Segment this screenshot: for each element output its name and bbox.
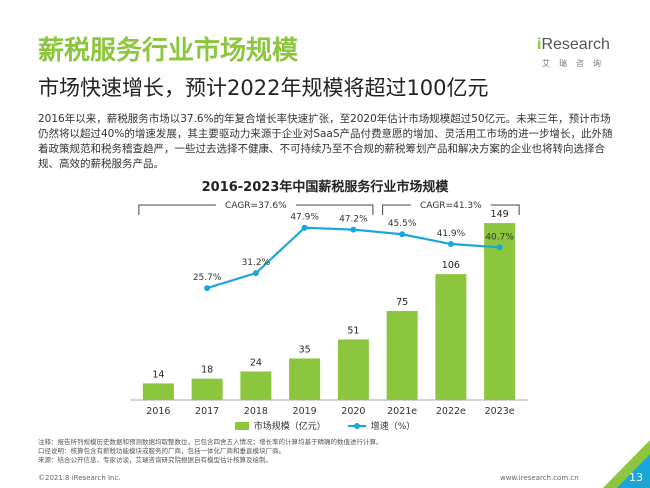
bar-2018 <box>240 371 272 400</box>
chart-title: 2016-2023年中国薪税服务行业市场规模 <box>201 180 449 195</box>
note-line: 口径说明：核算包含有薪税功能模块或服务的厂商，包括一体化厂商和垂直模块厂商。 <box>38 447 285 455</box>
x-tick-label: 2016 <box>146 406 170 417</box>
bar-value-label: 75 <box>396 297 408 308</box>
legend-bar-label: 市场规模（亿元） <box>253 422 326 432</box>
growth-point-2021e <box>399 231 406 238</box>
bar-2023e <box>484 223 516 400</box>
bar-value-label: 51 <box>347 325 359 336</box>
x-tick-label: 2021e <box>387 406 417 417</box>
growth-label: 25.7% <box>193 273 222 283</box>
growth-label: 40.7% <box>485 232 514 242</box>
bar-2021e <box>386 310 418 400</box>
growth-point-2023e <box>496 244 503 251</box>
note-line: 来源：结合公开信息、专家访谈，艾瑞咨询研究院根据自有模型估计核算及绘制。 <box>38 456 272 464</box>
bar-2017 <box>191 378 223 400</box>
x-tick-label: 2023e <box>485 406 515 417</box>
growth-label: 47.2% <box>339 215 368 225</box>
page-subtitle: 市场快速增长，预计2022年规模将超过100亿元 <box>38 76 489 100</box>
bar-2022e <box>435 274 467 400</box>
x-tick-label: 2019 <box>293 406 317 417</box>
growth-point-2017 <box>204 285 211 292</box>
legend-line-swatch <box>347 422 366 429</box>
growth-label: 47.9% <box>290 213 319 223</box>
bar-2016 <box>142 383 174 400</box>
bar-2019 <box>289 358 321 400</box>
cagr-bracket-left <box>382 204 411 215</box>
bar-value-label: 18 <box>201 365 213 376</box>
growth-label: 45.5% <box>388 219 417 229</box>
cagr-bracket-right <box>490 204 520 215</box>
legend-bar-item: 市场规模（亿元） <box>234 419 326 432</box>
logo-cn: 艾瑞咨询 <box>542 59 610 68</box>
bar-2020 <box>337 339 369 400</box>
corner-triangle-blue <box>617 454 650 488</box>
bar-value-label: 149 <box>491 209 509 220</box>
legend-line-item: 增速（%） <box>347 419 416 432</box>
growth-label: 41.9% <box>437 229 466 239</box>
x-tick-label: 2020 <box>341 406 365 417</box>
cagr-label: CAGR=37.6% <box>225 201 287 211</box>
x-tick-label: 2022e <box>436 406 466 417</box>
logo-name: Research <box>541 36 610 53</box>
legend-bar-swatch <box>234 421 249 430</box>
cagr-bracket-right <box>295 204 374 215</box>
growth-point-2020 <box>350 226 357 233</box>
cagr-label: CAGR=41.3% <box>420 201 482 211</box>
iresearch-logo: iResearch 艾瑞咨询 <box>537 36 617 72</box>
footnotes: 注释：报告所列规模历史数据和预测数据均取整数位，已包含四舍五入情况；增长率的计算… <box>38 438 383 465</box>
bar-value-label: 35 <box>299 344 311 355</box>
logo-wordmark: iResearch <box>537 36 610 54</box>
growth-point-2019 <box>301 224 308 231</box>
bar-value-label: 106 <box>442 260 460 271</box>
growth-label: 31.2% <box>242 258 271 268</box>
growth-point-2018 <box>252 270 259 277</box>
logo-prefix: i <box>537 36 542 53</box>
copyright: ©2021.8 iResearch Inc. <box>38 474 121 482</box>
chart-legend: 市场规模（亿元） 增速（%） <box>0 419 650 432</box>
corner-decoration <box>603 440 650 488</box>
cagr-bracket-left <box>138 204 216 215</box>
x-tick-label: 2018 <box>244 406 268 417</box>
page-number: 13 <box>629 471 643 484</box>
growth-point-2022e <box>447 241 454 248</box>
page-title: 薪税服务行业市场规模 <box>38 36 299 66</box>
intro-paragraph: 2016年以来，薪税服务市场以37.6%的年复合增长率快速扩张，至2020年估计… <box>38 113 613 170</box>
website-link[interactable]: www.iresearch.com.cn <box>500 474 579 482</box>
x-tick-label: 2017 <box>195 406 219 417</box>
bar-value-label: 14 <box>152 369 164 380</box>
legend-line-label: 增速（%） <box>370 422 416 432</box>
note-line: 注释：报告所列规模历史数据和预测数据均取整数位，已包含四舍五入情况；增长率的计算… <box>38 438 383 446</box>
bar-value-label: 24 <box>250 358 262 369</box>
